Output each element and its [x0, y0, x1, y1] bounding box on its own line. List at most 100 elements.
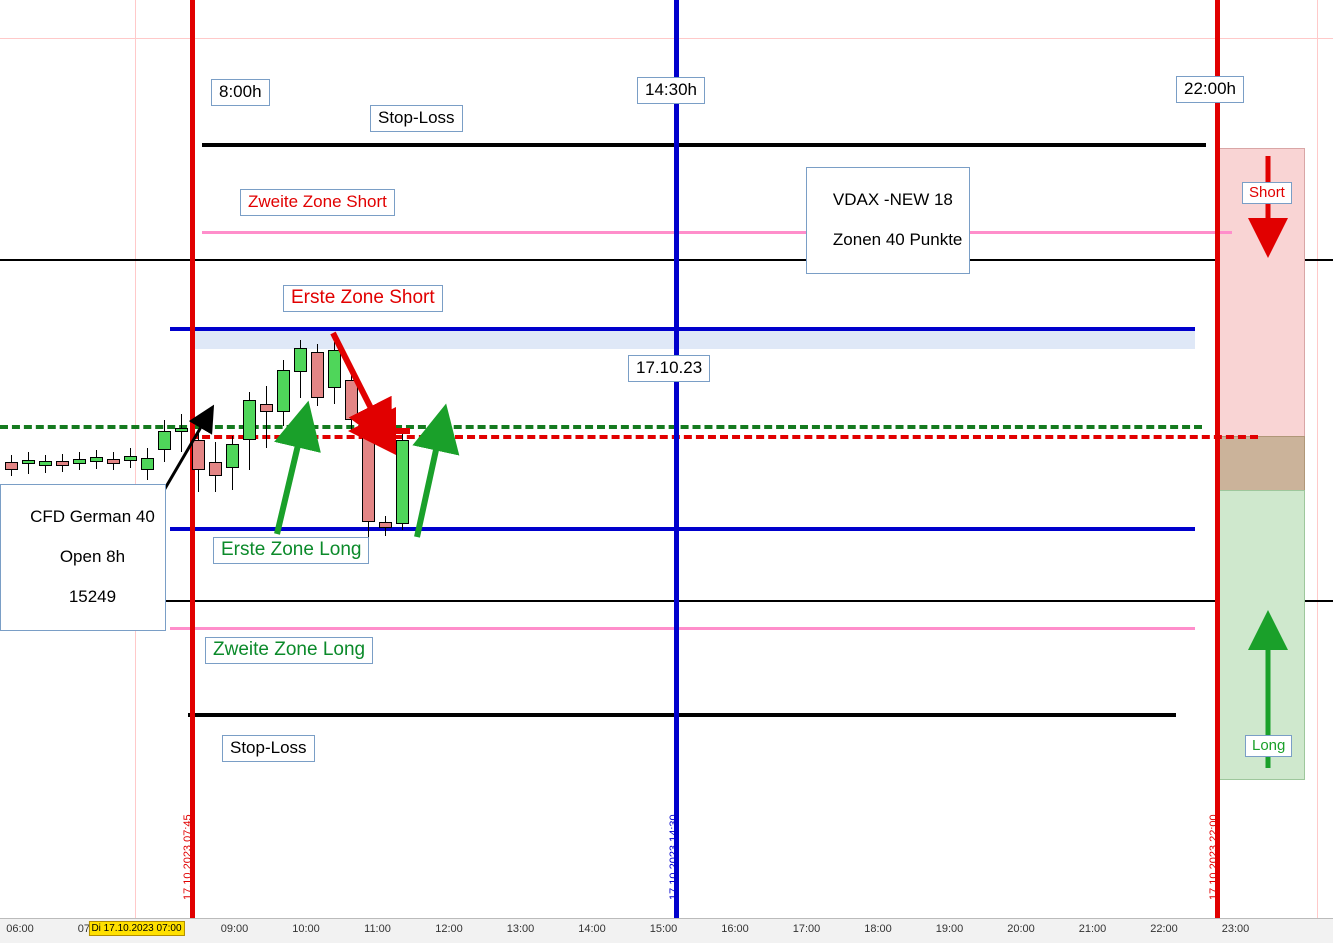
- vline-1430: [674, 0, 679, 920]
- grid-line-top: [0, 38, 1333, 39]
- candle-body: [345, 380, 358, 420]
- label-date: 17.10.23: [628, 355, 711, 382]
- section-divider-top: [0, 259, 1333, 261]
- level-entry-red-dashed: [190, 435, 1258, 439]
- level-erste-zone-short: [170, 327, 1195, 331]
- label-stop-loss-bottom: Stop-Loss: [222, 735, 315, 762]
- candle-body: [56, 461, 69, 466]
- level-stop-loss-short: [202, 143, 1206, 147]
- candle-body: [39, 461, 52, 466]
- candle-body: [294, 348, 307, 372]
- candle: [311, 344, 324, 406]
- candle: [345, 370, 358, 430]
- candle-body: [158, 431, 171, 450]
- label-erste-zone-short: Erste Zone Short: [283, 285, 443, 312]
- candle-body: [175, 428, 188, 432]
- level-erste-zone-long: [170, 527, 1195, 531]
- label-zweite-zone-short: Zweite Zone Short: [240, 189, 395, 216]
- x-axis-tick: 23:00: [1221, 923, 1250, 935]
- candle: [379, 516, 392, 536]
- candle: [260, 386, 273, 448]
- grid-line-right: [1317, 0, 1318, 920]
- candle-body: [311, 352, 324, 398]
- mid-zone-box: [1217, 436, 1305, 492]
- candle: [22, 452, 35, 474]
- x-axis-tick: 17:00: [792, 923, 821, 935]
- candle-body: [209, 462, 222, 476]
- candle: [396, 432, 409, 530]
- open-info-line-1: CFD German 40: [30, 507, 155, 526]
- candle-body: [124, 456, 137, 461]
- label-stop-loss-top: Stop-Loss: [370, 105, 463, 132]
- candle-body: [73, 459, 86, 464]
- candle-body: [328, 350, 341, 388]
- stamp-midday: 17.10.2023 14:30: [668, 814, 680, 900]
- label-long-zone: Long: [1245, 735, 1293, 757]
- candle-body: [5, 462, 18, 470]
- section-divider-bottom: [0, 600, 1333, 602]
- x-axis-tick: 19:00: [935, 923, 964, 935]
- label-time-8h: 8:00h: [211, 79, 270, 106]
- candle-body: [277, 370, 290, 412]
- candle: [56, 454, 69, 472]
- stamp-open: 17.10.2023 07:45: [182, 814, 194, 900]
- candle-body: [192, 440, 205, 470]
- candle: [39, 455, 52, 473]
- candle-body: [226, 444, 239, 468]
- x-axis-tick: 14:00: [578, 923, 606, 935]
- open-info-line-3: 15249: [68, 587, 117, 606]
- candle: [5, 455, 18, 476]
- level-open-green-dashed: [0, 425, 1202, 429]
- label-open-info: CFD German 40 Open 8h 15249: [0, 484, 166, 631]
- x-axis-tick: 12:00: [435, 923, 463, 935]
- vline-close-2200: [1215, 0, 1220, 920]
- candle: [294, 340, 307, 398]
- x-axis-tick: 22:00: [1150, 923, 1178, 935]
- candle: [328, 342, 341, 404]
- x-axis-tick: 18:00: [864, 923, 892, 935]
- label-erste-zone-long: Erste Zone Long: [213, 537, 370, 564]
- candle-body: [396, 440, 409, 524]
- vdax-line-1: VDAX -NEW 18: [832, 190, 953, 209]
- level-zweite-zone-long: [170, 627, 1195, 630]
- x-axis-tick: 11:00: [364, 923, 391, 935]
- candle: [107, 452, 120, 470]
- x-axis-tick: 10:00: [292, 923, 320, 935]
- x-axis-tick: 16:00: [721, 923, 749, 935]
- level-stop-loss-long: [188, 713, 1176, 717]
- candle: [90, 450, 103, 469]
- label-zweite-zone-long: Zweite Zone Long: [205, 637, 374, 664]
- candle: [73, 452, 86, 470]
- x-axis-tick: 09:00: [220, 923, 249, 935]
- candle: [175, 414, 188, 452]
- candle-body: [362, 424, 375, 522]
- candle-wick: [181, 414, 182, 452]
- x-axis-tick: 21:00: [1078, 923, 1107, 935]
- candle-body: [22, 460, 35, 464]
- candle: [226, 436, 239, 490]
- candle: [209, 442, 222, 492]
- label-time-2200h: 22:00h: [1176, 76, 1244, 103]
- candle: [277, 360, 290, 426]
- candle: [124, 448, 137, 468]
- candle: [141, 448, 154, 480]
- x-axis-tick: 06:00: [6, 923, 34, 935]
- candle-body: [90, 457, 103, 462]
- candle-wick: [266, 386, 267, 448]
- vdax-line-2: Zonen 40 Punkte: [832, 230, 963, 249]
- candle-body: [243, 400, 256, 440]
- candle-body: [141, 458, 154, 470]
- x-axis-tick: 13:00: [506, 923, 535, 935]
- stamp-close: 17.10.2023 22:00: [1208, 814, 1220, 900]
- label-short-zone: Short: [1242, 182, 1292, 204]
- label-time-1430h: 14:30h: [637, 77, 705, 104]
- candle: [158, 420, 171, 462]
- candle: [192, 432, 205, 492]
- x-axis-tick: 20:00: [1007, 923, 1035, 935]
- candle-body: [260, 404, 273, 412]
- level-zweite-zone-short: [202, 231, 1232, 234]
- x-axis[interactable]: 06:0007:0008:0009:0010:0011:0012:0013:00…: [0, 918, 1333, 943]
- erste-zone-short-band: [190, 331, 1195, 349]
- candle-body: [379, 522, 392, 528]
